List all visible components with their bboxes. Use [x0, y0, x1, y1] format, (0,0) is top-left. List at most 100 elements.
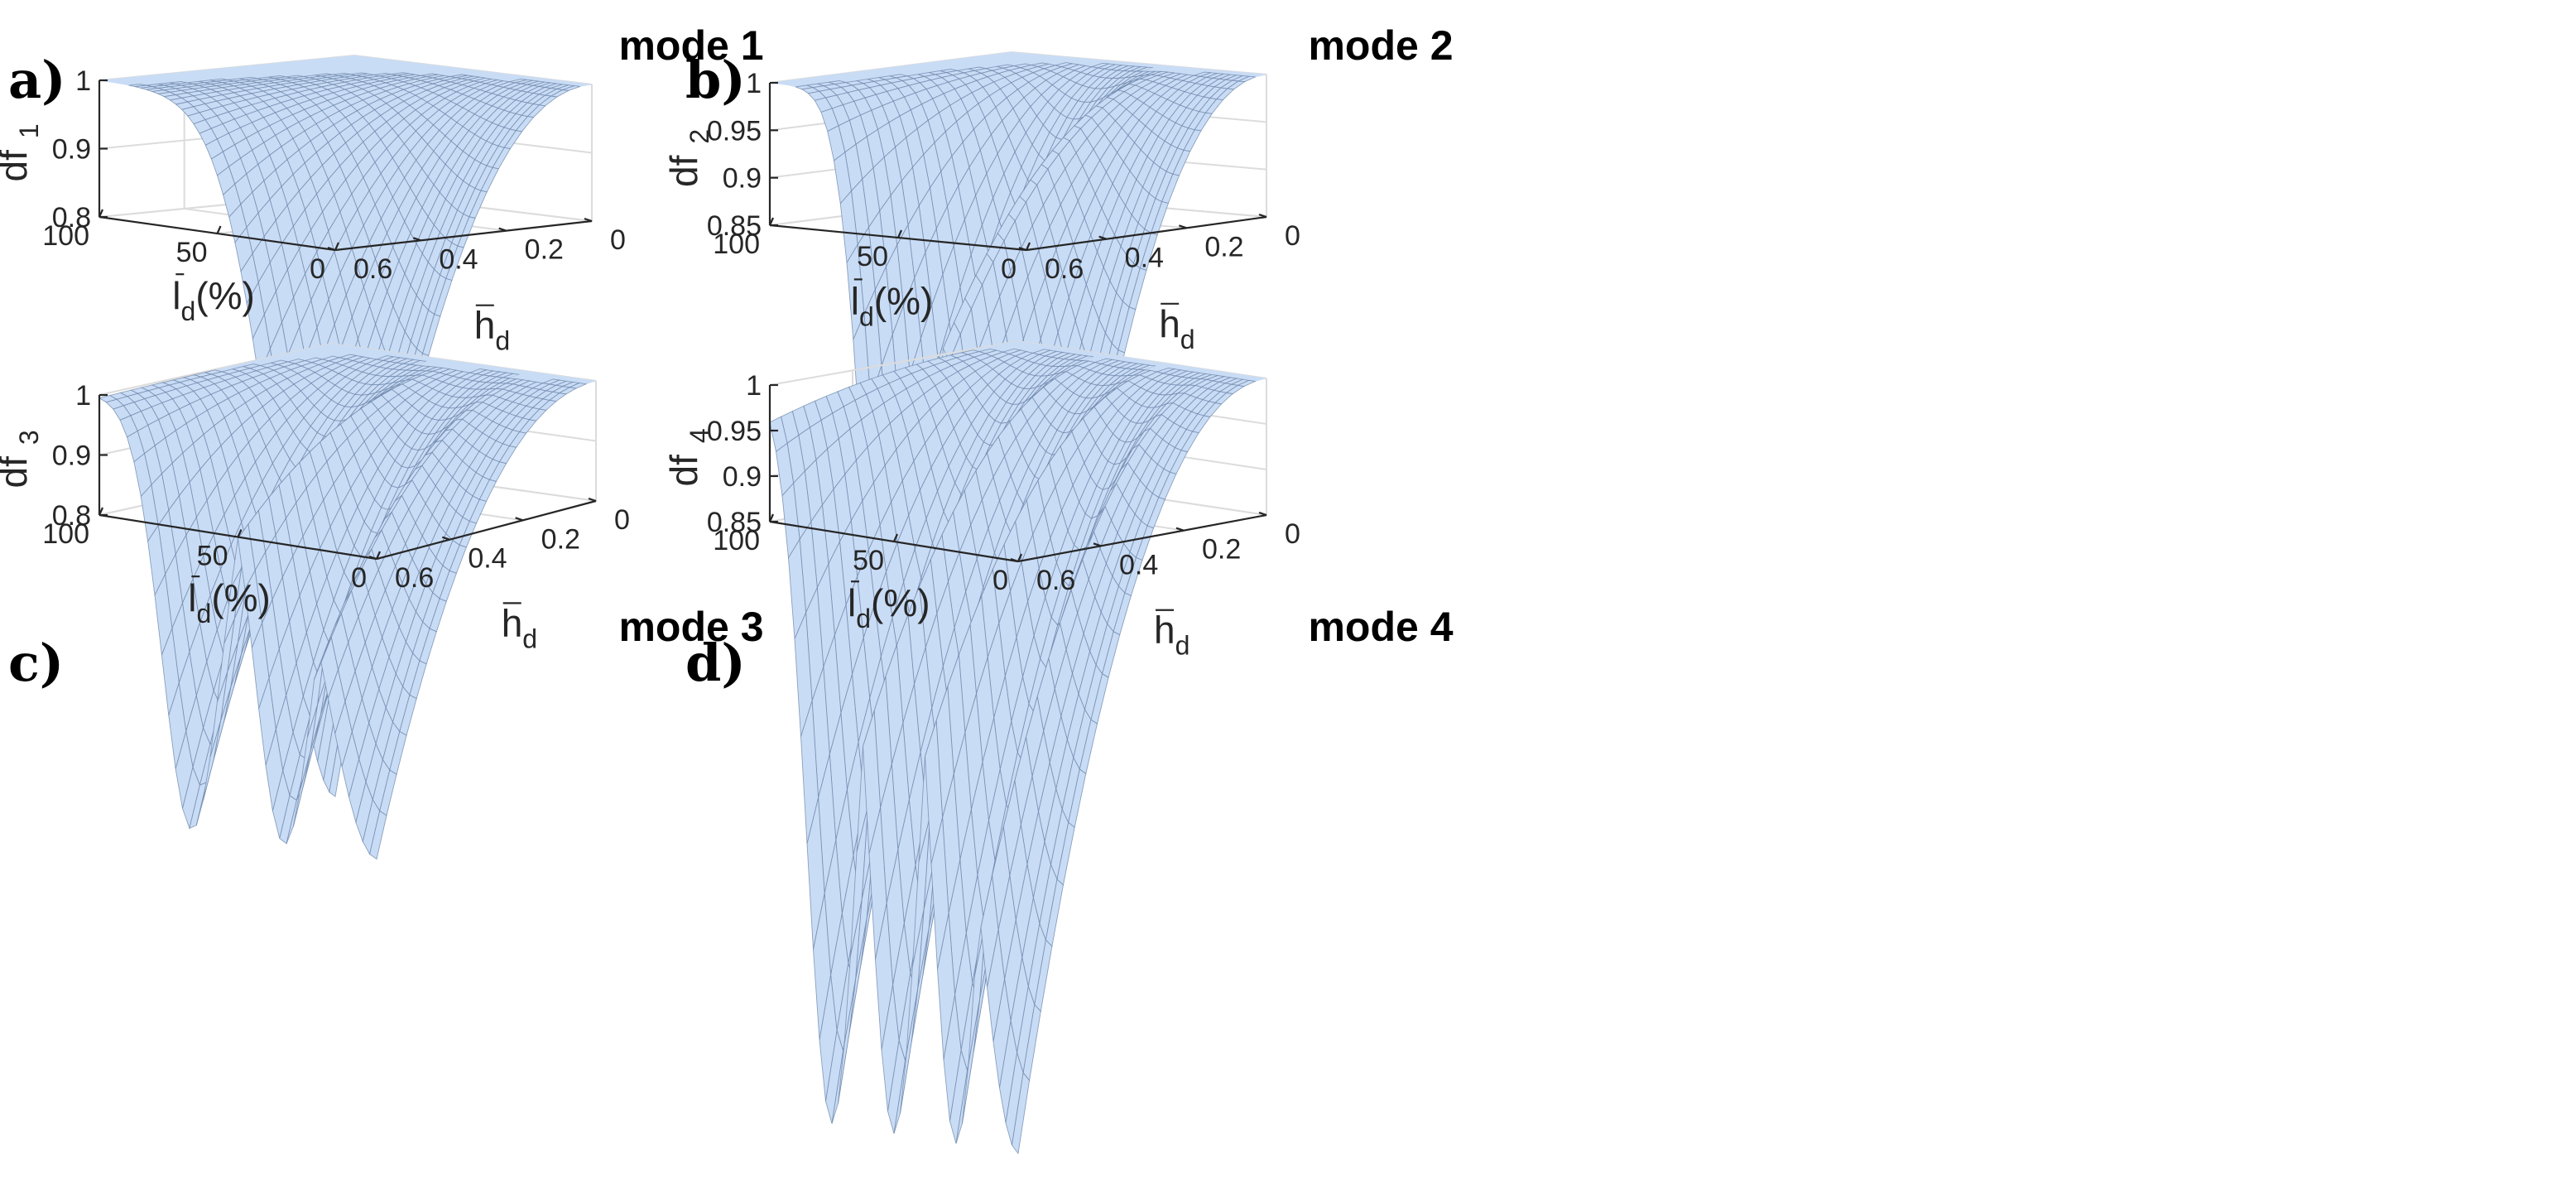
x-tick-label: 50: [857, 241, 888, 272]
y-tick-mark: [1010, 557, 1019, 563]
y-tick-mark: [584, 217, 593, 223]
x-axis-label-main: l: [172, 274, 180, 317]
y-axis-label: hd: [1159, 302, 1194, 354]
surface-4: [769, 340, 1267, 1155]
x-tick-label: 100: [42, 518, 89, 550]
y-axis-label-sub: d: [495, 326, 510, 356]
x-axis-label: ld(%): [848, 580, 930, 633]
z-tick-label: 0.9: [723, 461, 762, 493]
y-tick-label: 0: [1285, 518, 1300, 550]
y-axis-label-main: h: [1159, 302, 1180, 345]
y-axis-line: [334, 219, 593, 252]
panel-letter: b): [685, 50, 746, 110]
y-tick-label: 0.2: [1204, 231, 1243, 262]
x-axis-label-suffix: (%): [195, 274, 255, 317]
y-axis-line: [376, 499, 597, 561]
y-axis-label: hd: [502, 601, 537, 653]
x-tick-label: 100: [42, 220, 89, 252]
z-axis-label-main: df: [0, 150, 35, 182]
x-tick-label: 0: [1001, 253, 1016, 285]
x-tick-label: 50: [176, 237, 208, 268]
panel-title: mode 2: [1308, 22, 1453, 69]
z-tick-label: 0.8: [52, 500, 91, 532]
z-tick-label: 1: [746, 68, 762, 99]
y-tick-mark: [412, 237, 421, 242]
x-axis-label-main: l: [851, 279, 859, 322]
x-axis-label-suffix: (%): [871, 581, 930, 624]
surface-cell: [369, 810, 387, 860]
x-axis-label-main: l: [848, 581, 856, 624]
x-axis-label-sub: d: [856, 604, 871, 633]
x-tick-mark: [892, 533, 899, 542]
y-axis-label: hd: [474, 304, 510, 356]
x-tick-label: 100: [713, 229, 760, 260]
z-tick-label: 0.85: [707, 210, 762, 242]
y-tick-mark: [1178, 224, 1187, 229]
panel-title: mode 4: [1308, 604, 1453, 650]
x-tick-label: 100: [713, 525, 760, 556]
y-tick-mark: [1018, 246, 1027, 252]
x-axis-label-sub: d: [197, 599, 212, 628]
y-tick-label: 0.2: [1202, 534, 1241, 566]
x-axis-label-text: ld(%): [188, 576, 271, 628]
y-axis-line: [1026, 215, 1267, 252]
y-tick-label: 0.2: [525, 234, 564, 266]
x-tick-mark: [768, 513, 775, 522]
y-tick-mark: [327, 246, 336, 252]
surface-3: [98, 343, 597, 860]
y-tick-label: 0.6: [1045, 253, 1084, 285]
y-tick-label: 0: [610, 224, 626, 256]
y-tick-label: 0.4: [1125, 243, 1164, 274]
x-axis-label: ld(%): [172, 273, 255, 326]
x-tick-label: 50: [197, 541, 228, 572]
x-tick-label: 0: [351, 562, 367, 594]
x-axis-label-suffix: (%): [874, 279, 934, 322]
y-axis-label-sub: d: [522, 624, 537, 653]
x-tick-mark: [334, 242, 340, 251]
z-tick-label: 0.95: [707, 115, 762, 147]
panel-letter: a): [8, 50, 66, 110]
z-tick-label: 1: [75, 380, 91, 412]
z-axis-label: df 4: [662, 428, 714, 486]
y-tick-mark: [441, 536, 450, 541]
y-tick-mark: [515, 517, 524, 522]
x-tick-mark: [98, 507, 104, 516]
y-axis-label-main: h: [1154, 609, 1175, 652]
y-axis-label-text: hd: [1154, 609, 1189, 661]
z-tick-label: 0.8: [52, 202, 91, 234]
z-axis-label-sub: 2: [685, 129, 714, 144]
z-axis-label-sub: 4: [685, 428, 714, 443]
panel-title: mode 3: [618, 604, 763, 650]
x-axis-label-sub: d: [859, 301, 874, 331]
x-tick-mark: [1016, 553, 1023, 562]
y-axis-label-main: h: [502, 601, 523, 644]
y-tick-label: 0.6: [395, 562, 434, 594]
z-axis-label-main: df: [662, 155, 705, 187]
x-axis-label-text: ld(%): [851, 279, 934, 331]
z-tick-label: 1: [75, 65, 91, 97]
x-tick-mark: [98, 209, 104, 218]
y-tick-mark: [1258, 511, 1267, 517]
y-tick-mark: [1093, 542, 1102, 547]
y-tick-mark: [368, 555, 377, 561]
y-tick-mark: [498, 227, 507, 232]
z-axis-label-main: df: [0, 456, 35, 489]
z-tick-label: 0.85: [707, 507, 762, 538]
y-tick-label: 0.4: [439, 243, 478, 275]
z-axis-label-sub: 1: [14, 123, 44, 138]
x-tick-mark: [237, 529, 243, 537]
z-axis-label: df 3: [0, 430, 44, 488]
z-axis-label: df 2: [662, 129, 714, 187]
x-axis-label-text: ld(%): [848, 581, 930, 633]
y-axis-label-text: hd: [1159, 302, 1194, 354]
z-tick-label: 0.9: [52, 441, 91, 472]
x-axis-label: ld(%): [188, 575, 271, 628]
y-axis-label: hd: [1154, 609, 1189, 661]
x-tick-label: 0: [310, 253, 325, 285]
y-axis-line: [1017, 513, 1267, 563]
y-tick-label: 0.4: [468, 543, 507, 575]
x-axis-label-sub: d: [181, 296, 196, 326]
x-axis-label-main: l: [188, 576, 196, 619]
